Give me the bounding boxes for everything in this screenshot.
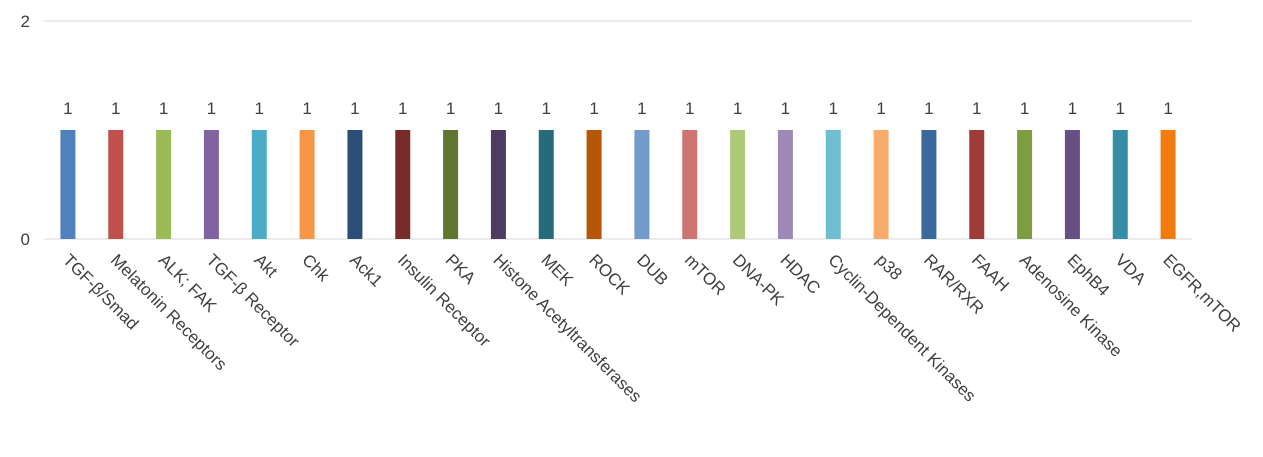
- bar: [777, 130, 793, 239]
- bar: [921, 130, 937, 239]
- x-tick-label: PKA: [442, 250, 480, 288]
- data-label: 1: [302, 99, 311, 118]
- bar: [1160, 130, 1176, 239]
- x-tick-label: p38: [872, 250, 905, 283]
- data-label: 1: [207, 99, 216, 118]
- bar: [1112, 130, 1128, 239]
- bars: [60, 130, 1176, 239]
- bar: [969, 130, 985, 239]
- data-label: 1: [63, 99, 72, 118]
- bar: [108, 130, 124, 239]
- data-label: 1: [876, 99, 885, 118]
- bar: [490, 130, 506, 239]
- data-label: 1: [159, 99, 168, 118]
- data-label: 1: [255, 99, 264, 118]
- x-tick-label: Ack1: [346, 250, 386, 290]
- y-tick-label: 2: [21, 12, 30, 31]
- bar: [730, 130, 746, 239]
- data-label: 1: [685, 99, 694, 118]
- data-label: 1: [1163, 99, 1172, 118]
- bar: [203, 130, 219, 239]
- data-label: 1: [398, 99, 407, 118]
- data-label: 1: [781, 99, 790, 118]
- data-label: 1: [637, 99, 646, 118]
- bar: [634, 130, 650, 239]
- x-tick-label: Akt: [250, 250, 281, 281]
- data-label: 1: [1116, 99, 1125, 118]
- y-axis-ticks: 02: [21, 12, 30, 249]
- data-label: 1: [494, 99, 503, 118]
- bar: [347, 130, 363, 239]
- bar: [299, 130, 315, 239]
- x-tick-label: EGFR,mTOR: [1159, 250, 1244, 335]
- x-tick-label: DUB: [633, 250, 672, 289]
- data-label: 1: [589, 99, 598, 118]
- y-tick-label: 0: [21, 230, 30, 249]
- x-tick-label: ROCK: [585, 250, 634, 299]
- data-label: 1: [733, 99, 742, 118]
- data-label: 1: [829, 99, 838, 118]
- bar: [873, 130, 889, 239]
- bar: [156, 130, 172, 239]
- data-label: 1: [972, 99, 981, 118]
- bar: [60, 130, 76, 239]
- x-tick-label: VDA: [1111, 250, 1150, 289]
- bar: [1064, 130, 1080, 239]
- gridlines: [44, 20, 1192, 240]
- data-label: 1: [924, 99, 933, 118]
- data-labels: 1 1 1 1 1 1 1 1 1 1 1 1 1 1 1 1 1 1 1 1 1 1 1 1: [63, 99, 1173, 118]
- data-label: 1: [1068, 99, 1077, 118]
- x-tick-label: DNA-PK: [729, 250, 788, 309]
- bar: [251, 130, 267, 239]
- x-tick-label: FAAH: [968, 250, 1013, 295]
- bar: [682, 130, 698, 239]
- bar: [586, 130, 602, 239]
- data-label: 1: [446, 99, 455, 118]
- bar: [825, 130, 841, 239]
- x-tick-label: MEK: [537, 250, 577, 290]
- data-label: 1: [542, 99, 551, 118]
- data-label: 1: [1020, 99, 1029, 118]
- data-label: 1: [111, 99, 120, 118]
- bar: [443, 130, 459, 239]
- x-tick-label: mTOR: [681, 250, 730, 299]
- data-label: 1: [350, 99, 359, 118]
- x-tick-label: Chk: [298, 250, 333, 285]
- bar: [1017, 130, 1033, 239]
- bar: [395, 130, 411, 239]
- bar: [538, 130, 554, 239]
